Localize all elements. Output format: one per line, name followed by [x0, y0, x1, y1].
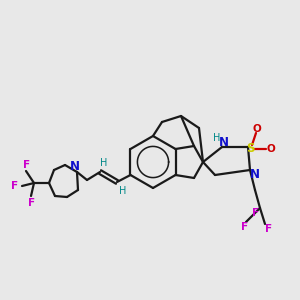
- Text: N: N: [219, 136, 229, 149]
- Text: F: F: [28, 198, 36, 208]
- Text: H: H: [119, 186, 127, 196]
- Text: O: O: [253, 124, 261, 134]
- Text: S: S: [246, 142, 254, 154]
- Text: F: F: [266, 224, 273, 234]
- Text: N: N: [250, 167, 260, 181]
- Text: O: O: [267, 144, 275, 154]
- Text: F: F: [11, 181, 19, 191]
- Text: F: F: [242, 222, 249, 232]
- Text: H: H: [213, 133, 221, 143]
- Text: H: H: [100, 158, 108, 168]
- Text: N: N: [70, 160, 80, 173]
- Text: F: F: [252, 208, 260, 218]
- Text: F: F: [23, 160, 31, 170]
